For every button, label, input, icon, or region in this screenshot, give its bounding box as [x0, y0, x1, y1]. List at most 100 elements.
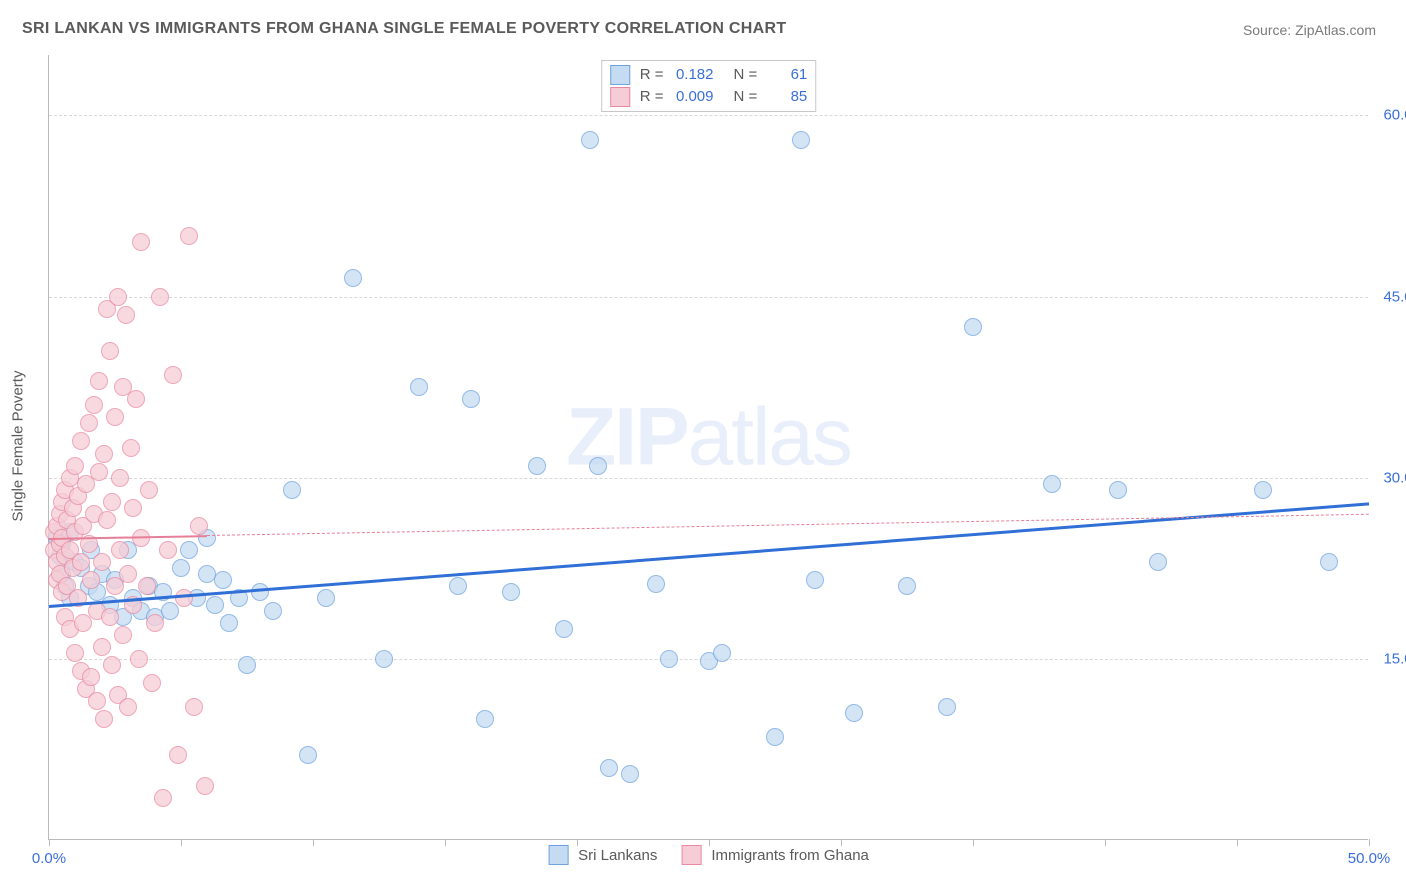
- y-tick-label: 30.0%: [1374, 469, 1406, 486]
- data-point: [185, 698, 203, 716]
- gridline: [49, 478, 1368, 479]
- data-point: [938, 698, 956, 716]
- data-point: [581, 131, 599, 149]
- legend-n-value: 85: [763, 86, 807, 108]
- data-point: [140, 481, 158, 499]
- data-point: [88, 692, 106, 710]
- data-point: [119, 565, 137, 583]
- data-point: [122, 439, 140, 457]
- data-point: [103, 656, 121, 674]
- data-point: [220, 614, 238, 632]
- x-tick-label: 50.0%: [1348, 850, 1391, 867]
- data-point: [621, 765, 639, 783]
- data-point: [251, 583, 269, 601]
- data-point: [82, 668, 100, 686]
- legend-swatch: [548, 845, 568, 865]
- data-point: [82, 571, 100, 589]
- y-tick-label: 15.0%: [1374, 650, 1406, 667]
- gridline: [49, 297, 1368, 298]
- data-point: [111, 541, 129, 559]
- data-point: [792, 131, 810, 149]
- data-point: [127, 390, 145, 408]
- legend-r-label: R =: [640, 64, 664, 86]
- data-point: [845, 704, 863, 722]
- data-point: [130, 650, 148, 668]
- legend-r-label: R =: [640, 86, 664, 108]
- data-point: [109, 288, 127, 306]
- data-point: [90, 372, 108, 390]
- data-point: [146, 614, 164, 632]
- watermark: ZIPatlas: [566, 391, 851, 485]
- data-point: [93, 553, 111, 571]
- data-point: [214, 571, 232, 589]
- data-point: [600, 759, 618, 777]
- data-point: [72, 553, 90, 571]
- x-tick: [49, 839, 50, 846]
- legend-n-label: N =: [734, 86, 758, 108]
- data-point: [180, 227, 198, 245]
- x-tick: [181, 839, 182, 846]
- data-point: [111, 469, 129, 487]
- x-tick: [1105, 839, 1106, 846]
- data-point: [449, 577, 467, 595]
- source-citation: Source: ZipAtlas.com: [1243, 22, 1376, 38]
- data-point: [180, 541, 198, 559]
- x-tick: [1237, 839, 1238, 846]
- legend-swatch: [610, 87, 630, 107]
- source-link[interactable]: ZipAtlas.com: [1295, 22, 1376, 38]
- gridline: [49, 115, 1368, 116]
- data-point: [344, 269, 362, 287]
- data-point: [299, 746, 317, 764]
- data-point: [964, 318, 982, 336]
- legend-series: Sri Lankans Immigrants from Ghana: [548, 845, 869, 865]
- data-point: [106, 408, 124, 426]
- data-point: [1109, 481, 1127, 499]
- data-point: [190, 517, 208, 535]
- data-point: [151, 288, 169, 306]
- x-tick: [577, 839, 578, 846]
- data-point: [317, 589, 335, 607]
- data-point: [172, 559, 190, 577]
- data-point: [1149, 553, 1167, 571]
- chart-title: SRI LANKAN VS IMMIGRANTS FROM GHANA SING…: [22, 20, 786, 38]
- x-tick: [313, 839, 314, 846]
- data-point: [528, 457, 546, 475]
- data-point: [589, 457, 607, 475]
- data-point: [95, 445, 113, 463]
- data-point: [502, 583, 520, 601]
- legend-label: Immigrants from Ghana: [711, 847, 869, 864]
- data-point: [159, 541, 177, 559]
- x-tick: [709, 839, 710, 846]
- legend-swatch: [610, 65, 630, 85]
- trend-line-dashed: [207, 514, 1369, 536]
- legend-stats-box: R =0.182N =61R =0.009N =85: [601, 60, 817, 112]
- x-tick: [445, 839, 446, 846]
- data-point: [80, 414, 98, 432]
- legend-stats-row: R = 0.009 N =85: [610, 86, 808, 108]
- data-point: [476, 710, 494, 728]
- data-point: [114, 626, 132, 644]
- data-point: [647, 575, 665, 593]
- legend-r-value: 0.182: [670, 64, 714, 86]
- source-prefix: Source:: [1243, 22, 1295, 38]
- data-point: [264, 602, 282, 620]
- legend-item: Immigrants from Ghana: [681, 845, 869, 865]
- data-point: [206, 596, 224, 614]
- x-tick: [973, 839, 974, 846]
- watermark-bold: ZIP: [566, 392, 688, 483]
- x-tick-label: 0.0%: [32, 850, 66, 867]
- data-point: [93, 638, 111, 656]
- y-tick-label: 45.0%: [1374, 288, 1406, 305]
- data-point: [117, 306, 135, 324]
- legend-item: Sri Lankans: [548, 845, 657, 865]
- data-point: [164, 366, 182, 384]
- data-point: [283, 481, 301, 499]
- legend-stats-row: R =0.182N =61: [610, 64, 808, 86]
- legend-r-value: 0.009: [670, 86, 714, 108]
- data-point: [462, 390, 480, 408]
- data-point: [72, 432, 90, 450]
- data-point: [713, 644, 731, 662]
- data-point: [90, 463, 108, 481]
- x-tick: [841, 839, 842, 846]
- data-point: [410, 378, 428, 396]
